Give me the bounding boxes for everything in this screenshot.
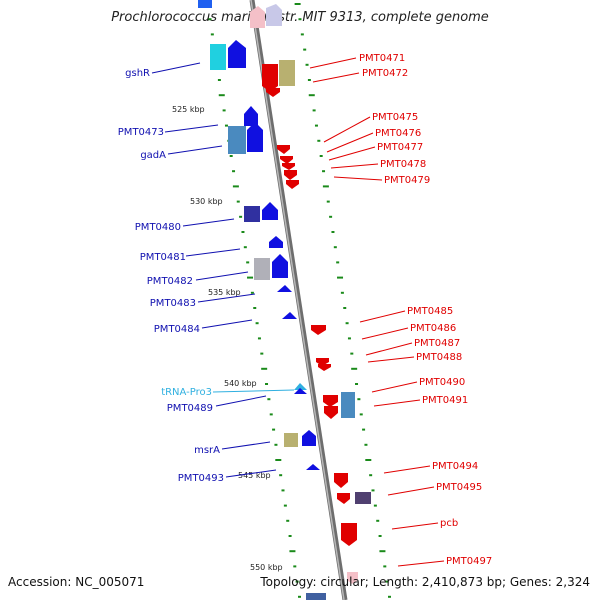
gene-label: PMT0476 <box>375 128 421 139</box>
gene-0485 <box>311 325 326 335</box>
kbp-label: 540 kbp <box>224 379 257 388</box>
gene-0497 <box>347 572 358 584</box>
genome-backbone-highlight <box>250 0 345 600</box>
gene-0472 <box>279 60 295 86</box>
gene-arrow-0481 <box>269 236 283 248</box>
gene-0472b <box>266 88 280 97</box>
gene-label: PMT0473 <box>118 127 164 138</box>
gene-0479 <box>286 180 299 189</box>
gene-arrow-pale-lavender <box>266 4 282 26</box>
gene-0477 <box>282 163 295 170</box>
reverse-features <box>262 60 371 600</box>
gene-label: PMT0486 <box>410 323 456 334</box>
gene-label: PMT0489 <box>167 403 213 414</box>
gene-0491 <box>324 406 338 419</box>
gene-pcb <box>341 523 357 546</box>
gene-0475 <box>277 145 290 154</box>
genome-backbone <box>249 0 348 600</box>
kbp-label: 550 kbp <box>250 563 283 572</box>
gene-arrow-0493 <box>306 464 320 470</box>
gene-0494 <box>334 473 348 488</box>
gene-label: PMT0491 <box>422 395 468 406</box>
gene-arrow-gadA-2 <box>247 122 263 152</box>
gene-label: PMT0485 <box>407 306 453 317</box>
gene-label: PMT0472 <box>362 68 408 79</box>
gene-label-trna: tRNA-Pro3 <box>161 387 212 398</box>
gene-0480 <box>244 206 260 222</box>
gene-label: PMT0478 <box>380 159 426 170</box>
gene-label: PMT0495 <box>436 482 482 493</box>
gene-arrow-gshR-2 <box>228 40 246 68</box>
gene-0495 <box>337 493 350 504</box>
gene-label: PMT0471 <box>359 53 405 64</box>
gene-label: PMT0481 <box>140 252 186 263</box>
kbp-label: 535 kbp <box>208 288 241 297</box>
gene-label: PMT0487 <box>414 338 460 349</box>
gene-label: PMT0490 <box>419 377 465 388</box>
topology-text: Topology: circular; Length: 2,410,873 bp… <box>260 575 590 589</box>
gene-arrow-0482-2 <box>272 254 288 278</box>
gene-0488 <box>318 364 331 371</box>
gene-gadA <box>228 126 246 154</box>
accession-text: Accession: NC_005071 <box>8 575 145 589</box>
gene-0476 <box>280 156 293 164</box>
forward-features <box>210 40 320 470</box>
gene-label: PMT0480 <box>135 222 181 233</box>
gene-arrow-msrA-2 <box>302 430 316 446</box>
gene-label: msrA <box>194 445 220 456</box>
gene-label: PMT0475 <box>372 112 418 123</box>
gene-bottom <box>306 593 326 600</box>
gene-label: gshR <box>125 68 150 79</box>
gene-arrow-trna <box>294 383 307 390</box>
kbp-label: 545 kbp <box>238 471 271 480</box>
gene-0490b <box>341 392 355 418</box>
left-labels: gshR PMT0473 gadA PMT0480 PMT0481 PMT048… <box>118 68 224 484</box>
gene-label: gadA <box>140 150 166 161</box>
kbp-label: 530 kbp <box>190 197 223 206</box>
gene-0490 <box>323 395 338 407</box>
gene-0478 <box>284 170 297 180</box>
gene-label: PMT0497 <box>446 556 492 567</box>
gene-label: pcb <box>440 518 458 529</box>
gene-box-top <box>198 0 212 8</box>
page-title: Prochlorococcus marinus str. MIT 9313, c… <box>111 10 489 25</box>
gene-arrow-pale-red <box>250 6 265 28</box>
leader-lines-left <box>151 62 277 478</box>
gene-label: PMT0488 <box>416 352 462 363</box>
gene-msrA <box>284 433 298 447</box>
gene-arrow-0483 <box>277 285 292 292</box>
gene-0482 <box>254 258 270 280</box>
gene-arrow-0480-2 <box>262 202 278 220</box>
gene-label: PMT0483 <box>150 298 196 309</box>
gene-label: PMT0482 <box>147 276 193 287</box>
right-labels: PMT0471 PMT0472 PMT0475 PMT0476 PMT0477 … <box>359 53 492 567</box>
gene-gshR <box>210 44 226 70</box>
kbp-marks: 525 kbp 530 kbp 535 kbp 540 kbp 545 kbp … <box>172 105 283 572</box>
gene-arrow-0484 <box>282 312 297 319</box>
leader-line-trna <box>212 389 295 393</box>
gene-label: PMT0484 <box>154 324 200 335</box>
gene-0471 <box>262 64 278 92</box>
gene-label: PMT0493 <box>178 473 224 484</box>
gene-label: PMT0479 <box>384 175 430 186</box>
kbp-label: 525 kbp <box>172 105 205 114</box>
gene-arrow-0473 <box>244 106 258 126</box>
gene-arrow-0489 <box>294 388 307 394</box>
gene-0495b <box>355 492 371 504</box>
gene-label: PMT0477 <box>377 142 423 153</box>
leader-lines-right <box>309 57 445 567</box>
gene-label: PMT0494 <box>432 461 478 472</box>
